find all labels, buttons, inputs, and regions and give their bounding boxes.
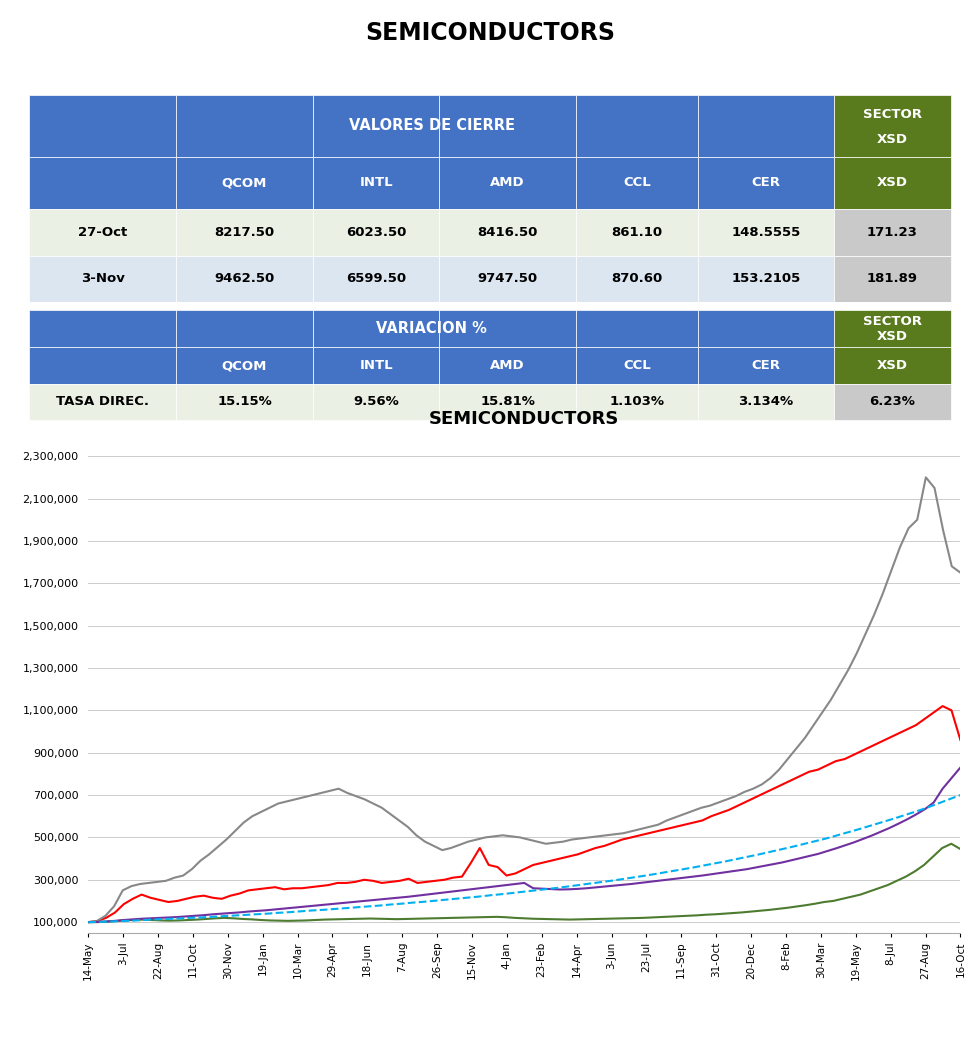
Bar: [834, 210, 951, 256]
Text: 148.5555: 148.5555: [731, 226, 801, 239]
Bar: [439, 384, 576, 420]
Text: SEMICONDUCTORS: SEMICONDUCTORS: [365, 21, 615, 44]
Bar: [698, 347, 834, 384]
Bar: [576, 302, 698, 315]
Bar: [698, 302, 834, 315]
Text: 171.23: 171.23: [867, 226, 918, 239]
Bar: [576, 310, 698, 347]
Bar: [698, 95, 834, 156]
Bar: [176, 347, 313, 384]
Bar: [313, 384, 439, 420]
Bar: [698, 310, 834, 347]
Text: 9747.50: 9747.50: [477, 272, 538, 285]
Text: AMD: AMD: [490, 359, 525, 372]
Text: CER: CER: [752, 359, 780, 372]
Bar: [439, 156, 576, 210]
Bar: [576, 210, 698, 256]
Text: 9.56%: 9.56%: [353, 395, 399, 409]
Text: XSD: XSD: [877, 330, 907, 344]
Bar: [439, 310, 576, 347]
Text: VALORES DE CIERRE: VALORES DE CIERRE: [349, 118, 514, 133]
Text: 870.60: 870.60: [612, 272, 662, 285]
Text: 15.15%: 15.15%: [218, 395, 271, 409]
Bar: [698, 384, 834, 420]
Bar: [29, 310, 176, 347]
Bar: [576, 347, 698, 384]
Bar: [439, 256, 576, 302]
Text: 6599.50: 6599.50: [346, 272, 406, 285]
Text: XSD: XSD: [877, 359, 907, 372]
Bar: [834, 310, 951, 347]
Text: 1.103%: 1.103%: [610, 395, 664, 409]
Text: 6023.50: 6023.50: [346, 226, 407, 239]
Text: INTL: INTL: [360, 359, 393, 372]
Bar: [313, 310, 439, 347]
Bar: [439, 95, 576, 156]
Text: 3.134%: 3.134%: [738, 395, 794, 409]
Bar: [313, 256, 439, 302]
Text: 8217.50: 8217.50: [215, 226, 274, 239]
Bar: [29, 256, 176, 302]
Bar: [313, 347, 439, 384]
Bar: [698, 256, 834, 302]
Text: 3-Nov: 3-Nov: [81, 272, 124, 285]
Bar: [576, 256, 698, 302]
Bar: [313, 95, 439, 156]
Text: TASA DIREC.: TASA DIREC.: [56, 395, 149, 409]
Bar: [29, 210, 176, 256]
Text: AMD: AMD: [490, 176, 525, 190]
Title: SEMICONDUCTORS: SEMICONDUCTORS: [429, 410, 619, 428]
Text: CCL: CCL: [623, 176, 651, 190]
Text: QCOM: QCOM: [221, 176, 268, 190]
Text: 8416.50: 8416.50: [477, 226, 538, 239]
Text: 9462.50: 9462.50: [215, 272, 274, 285]
Text: 27-Oct: 27-Oct: [78, 226, 127, 239]
Bar: [29, 302, 176, 315]
Bar: [834, 256, 951, 302]
Text: SECTOR: SECTOR: [863, 108, 922, 122]
Text: 153.2105: 153.2105: [731, 272, 801, 285]
Bar: [834, 384, 951, 420]
Text: 181.89: 181.89: [867, 272, 918, 285]
Bar: [29, 156, 176, 210]
Bar: [176, 256, 313, 302]
Bar: [834, 156, 951, 210]
Text: 6.23%: 6.23%: [869, 395, 915, 409]
Bar: [29, 347, 176, 384]
Bar: [29, 95, 176, 156]
Text: CCL: CCL: [623, 359, 651, 372]
Bar: [29, 384, 176, 420]
Bar: [834, 302, 951, 315]
Text: INTL: INTL: [360, 176, 393, 190]
Bar: [439, 347, 576, 384]
Text: QCOM: QCOM: [221, 359, 268, 372]
Bar: [176, 95, 313, 156]
Text: 15.81%: 15.81%: [480, 395, 535, 409]
Text: SECTOR: SECTOR: [863, 315, 922, 328]
Bar: [176, 210, 313, 256]
Bar: [313, 210, 439, 256]
Bar: [176, 310, 313, 347]
Text: CER: CER: [752, 176, 780, 190]
Text: XSD: XSD: [877, 133, 907, 146]
Bar: [176, 302, 313, 315]
Text: 861.10: 861.10: [612, 226, 662, 239]
Bar: [834, 347, 951, 384]
Bar: [576, 156, 698, 210]
Bar: [313, 156, 439, 210]
Bar: [576, 384, 698, 420]
Bar: [313, 302, 439, 315]
Bar: [576, 95, 698, 156]
Bar: [834, 95, 951, 156]
Bar: [439, 302, 576, 315]
Bar: [176, 384, 313, 420]
Bar: [176, 156, 313, 210]
Text: XSD: XSD: [877, 176, 907, 190]
Bar: [439, 210, 576, 256]
Bar: [698, 156, 834, 210]
Bar: [698, 210, 834, 256]
Text: VARIACION %: VARIACION %: [376, 321, 487, 336]
